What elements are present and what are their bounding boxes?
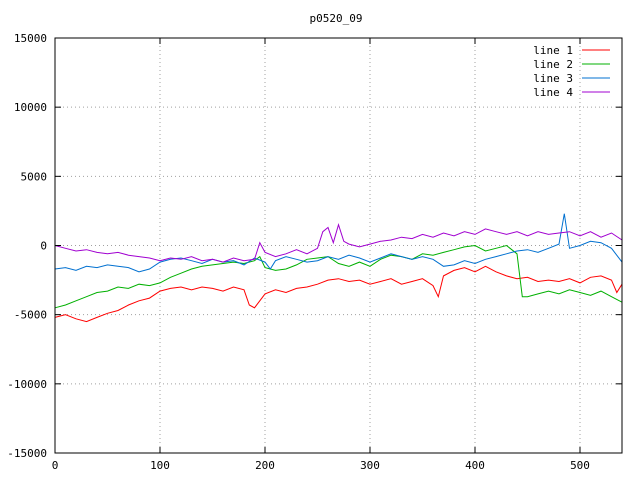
y-tick-label: 0	[40, 240, 47, 253]
y-tick-label: -15000	[7, 447, 47, 460]
y-tick-label: -5000	[14, 309, 47, 322]
series-2-line	[54, 244, 623, 309]
x-tick-label: 300	[360, 459, 380, 472]
series-1-line	[54, 265, 623, 323]
legend-label: line 1	[533, 44, 573, 57]
x-tick-label: 500	[570, 459, 590, 472]
legend-label: line 2	[533, 58, 573, 71]
y-tick-label: 15000	[14, 32, 47, 45]
chart-title: p0520_09	[310, 12, 363, 25]
y-tick-label: -10000	[7, 378, 47, 391]
x-tick-label: 0	[52, 459, 59, 472]
legend-label: line 4	[533, 86, 573, 99]
series-4-line	[54, 222, 623, 263]
legend-label: line 3	[533, 72, 573, 85]
axis-layer: 0 100 200 300 400 500 -15000 -10000 -5000 0 5000 10…	[7, 32, 623, 472]
x-tick-label: 100	[150, 459, 170, 472]
series-layer	[54, 213, 623, 323]
x-tick-label: 200	[255, 459, 275, 472]
y-tick-label: 10000	[14, 101, 47, 114]
y-tick-label: 5000	[21, 170, 48, 183]
plot-frame	[54, 37, 623, 454]
x-tick-label: 400	[465, 459, 485, 472]
series-3-line	[54, 213, 623, 273]
grid-layer	[55, 38, 622, 453]
